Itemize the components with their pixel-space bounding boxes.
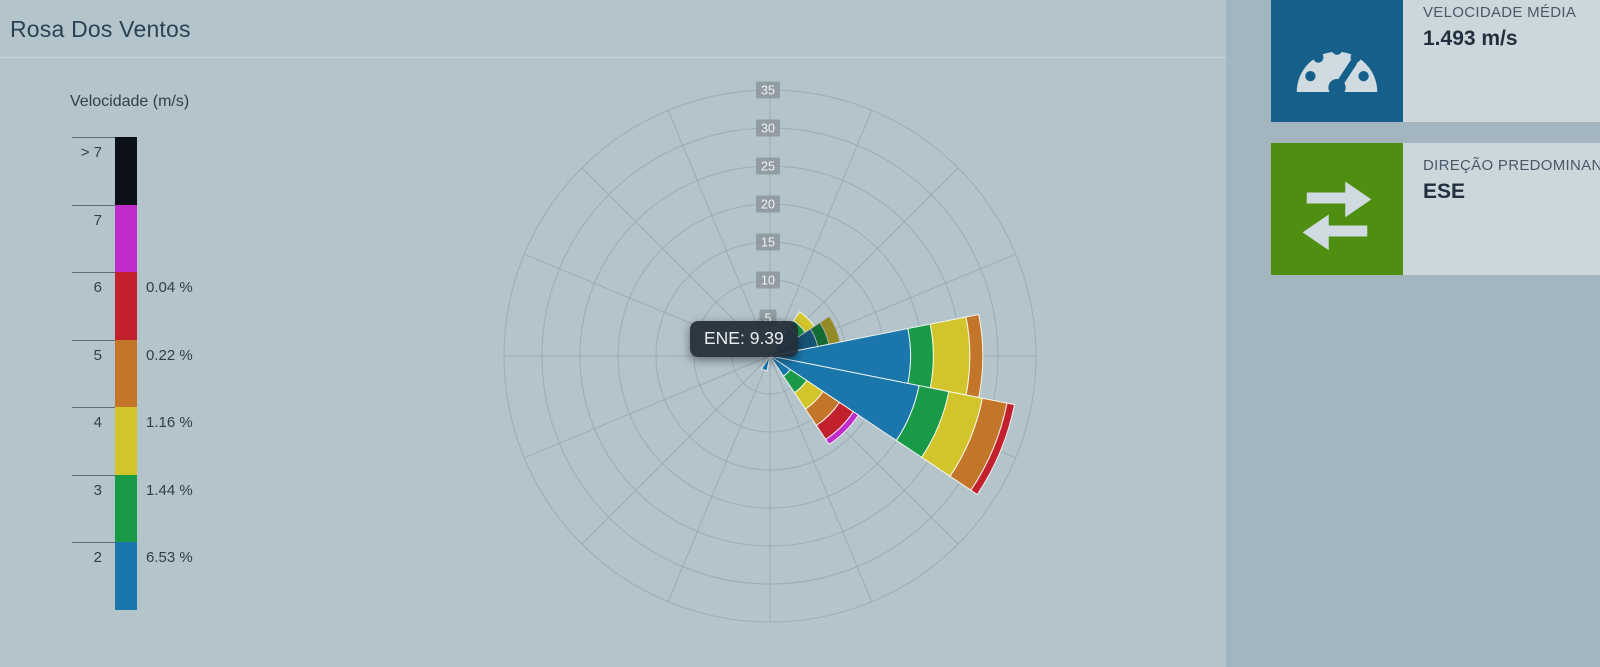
radial-tick-label: 15: [761, 236, 775, 250]
stat-card-velocidade-media: VELOCIDADE MÉDIA 1.493 m/s: [1271, 0, 1600, 122]
legend-percent-label: 0.22 %: [146, 346, 193, 364]
legend-row: 3 1.44 %: [0, 474, 230, 542]
stat-card-body: DIREÇÃO PREDOMINANTE ESE: [1403, 143, 1600, 275]
stat-label: DIREÇÃO PREDOMINANTE: [1423, 157, 1600, 174]
legend-color-swatch: [115, 407, 137, 475]
legend-color-swatch: [115, 542, 137, 610]
legend-bin-label: 3: [93, 481, 102, 499]
legend-tick: [72, 474, 115, 476]
legend-bin-label: 5: [93, 346, 102, 364]
tooltip-text: ENE: 9.39: [704, 328, 784, 348]
legend-row: 7: [0, 204, 230, 272]
stat-label: VELOCIDADE MÉDIA: [1423, 4, 1577, 21]
stat-card-direcao-predominante: DIREÇÃO PREDOMINANTE ESE: [1271, 143, 1600, 275]
legend-row: 4 1.16 %: [0, 407, 230, 475]
legend-color-swatch: [115, 474, 137, 542]
rose-sector-SE[interactable]: [769, 355, 860, 446]
stats-sidebar: VELOCIDADE MÉDIA 1.493 m/s DIREÇÃO PREDO…: [1226, 0, 1600, 667]
legend-bin-label: 6: [93, 279, 102, 296]
radial-tick-label: 5: [765, 312, 772, 326]
legend-title: Velocidade (m/s): [70, 93, 190, 110]
radial-tick-label: 30: [761, 122, 775, 136]
legend-row: 6 0.04 %: [0, 272, 230, 340]
legend-tick: [72, 204, 115, 206]
radial-tick-label: 10: [761, 274, 775, 288]
chart-tooltip: ENE: 9.39: [690, 321, 798, 357]
radial-tick-label: 35: [761, 84, 775, 98]
legend-tick: [72, 542, 115, 543]
legend-bin-label: 2: [93, 549, 102, 566]
legend-color-swatch: [115, 137, 137, 205]
legend-tick: [72, 272, 115, 273]
stat-card-body: VELOCIDADE MÉDIA 1.493 m/s: [1403, 0, 1600, 122]
legend-tick: [72, 339, 115, 341]
legend-percent-label: 1.16 %: [146, 414, 193, 431]
stat-value: ESE: [1423, 180, 1466, 203]
radial-tick-label: 20: [761, 198, 775, 212]
legend-row: 5 0.22 %: [0, 339, 230, 407]
legend-row: 2 6.53 %: [0, 542, 230, 610]
legend-color-swatch: [115, 339, 137, 407]
rose-sector-ESE[interactable]: [769, 355, 1016, 496]
legend-color-swatch: [115, 204, 137, 272]
legend-bin-label: > 7: [80, 144, 102, 161]
legend-bin-label: 4: [93, 414, 102, 431]
legend-tick: [72, 407, 115, 408]
rose-sector-SSW[interactable]: [760, 355, 771, 372]
legend-rows: > 7 7 6 0.04 % 5 0.22 % 4 1.16 % 3 1.44 % 2 6.53 %: [0, 137, 230, 610]
page-title: Rosa Dos Ventos: [10, 16, 191, 42]
stat-value: 1.493 m/s: [1423, 27, 1518, 50]
legend-percent-label: 0.04 %: [146, 279, 193, 296]
radial-tick-label: 25: [761, 160, 775, 174]
legend-color-swatch: [115, 272, 137, 340]
legend-percent-label: 1.44 %: [146, 481, 193, 499]
legend-row: > 7: [0, 137, 230, 205]
gauge-icon: [1271, 0, 1403, 122]
panel-header: Rosa Dos Ventos: [0, 0, 1226, 58]
transfer-arrows-icon: [1271, 143, 1403, 275]
legend-bin-label: 7: [93, 211, 102, 229]
legend-tick: [72, 137, 115, 138]
legend-percent-label: 6.53 %: [146, 549, 193, 566]
